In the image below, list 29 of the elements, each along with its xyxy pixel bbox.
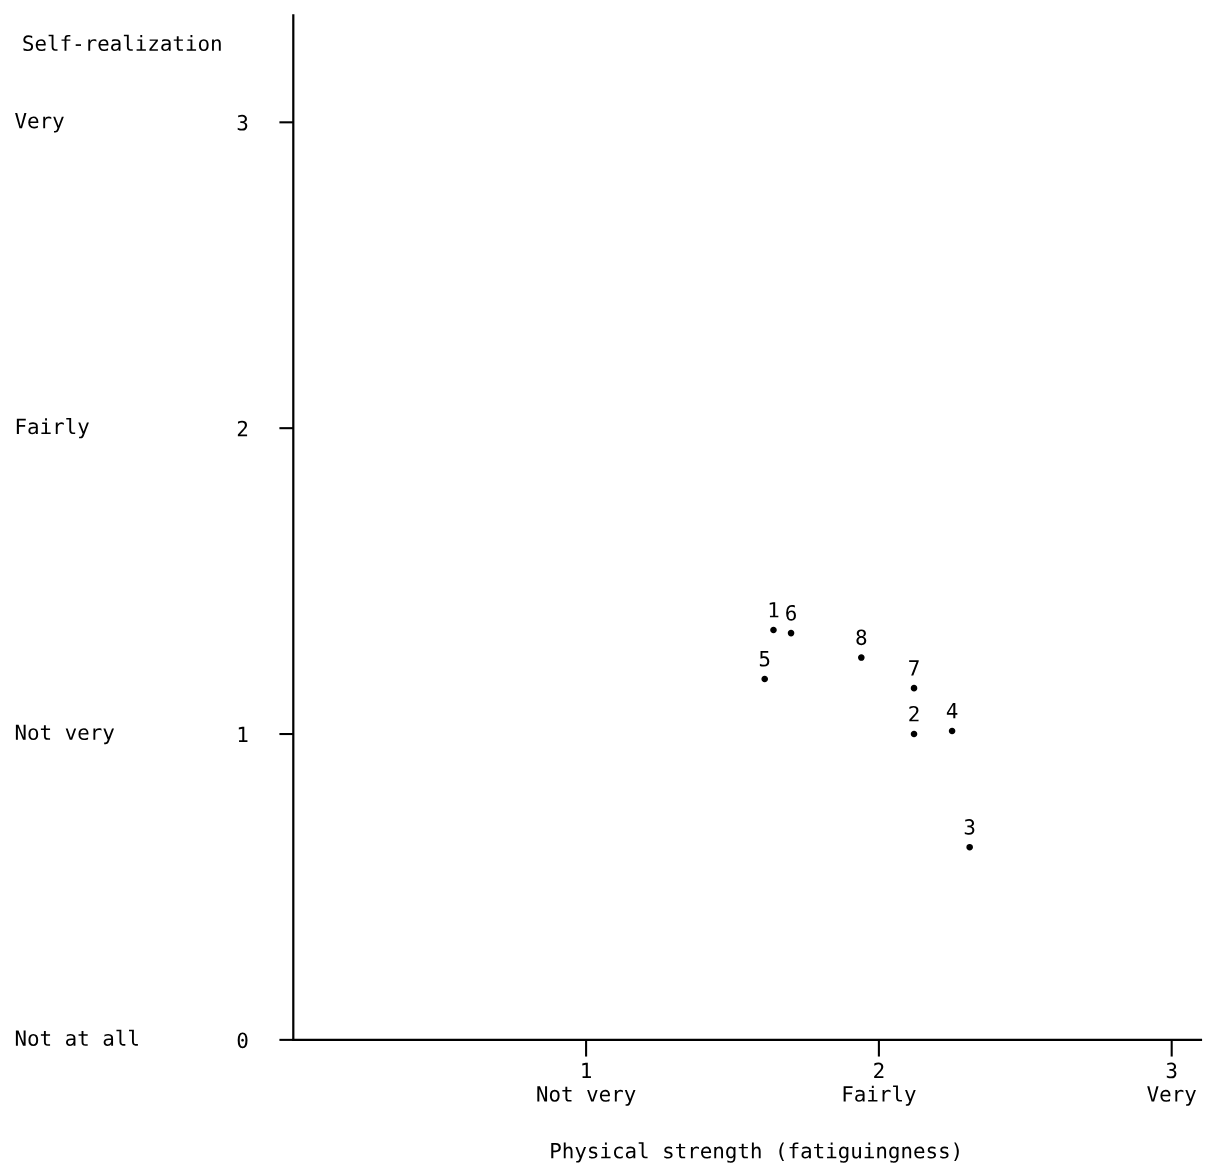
point	[910, 730, 918, 738]
y-tick-label: 3	[237, 114, 248, 131]
y-tick-label: 0	[237, 1032, 248, 1049]
point	[761, 675, 768, 683]
y-tick-label: 1	[238, 726, 248, 742]
point	[858, 654, 865, 661]
point	[948, 727, 956, 735]
annotation: 1	[769, 602, 779, 618]
annotation: 5	[759, 651, 770, 667]
x-tick-label: 3 Very	[1147, 1062, 1196, 1106]
x-tick-label: 1 Not very	[537, 1062, 636, 1106]
annotation: 7	[909, 660, 919, 676]
annotation: 2	[909, 705, 919, 722]
point	[966, 843, 973, 851]
text: Very	[15, 112, 64, 133]
point	[770, 626, 777, 634]
annotation: 8	[856, 629, 867, 646]
x-axis-title: Physical strength (fatiguingness)	[551, 1142, 959, 1163]
text: Not very	[15, 724, 115, 745]
point	[910, 684, 918, 692]
text: Fairly	[16, 418, 89, 439]
x-tick-label: 2 Fairly	[843, 1062, 916, 1106]
annotation: 6	[786, 604, 796, 621]
point	[787, 629, 795, 637]
annotation: 3	[964, 819, 975, 835]
text: Not at all	[15, 1029, 138, 1046]
annotation: 4	[946, 703, 958, 719]
y-tick-label: 2	[237, 420, 248, 437]
y-axis-title: Self-realization	[23, 34, 221, 52]
